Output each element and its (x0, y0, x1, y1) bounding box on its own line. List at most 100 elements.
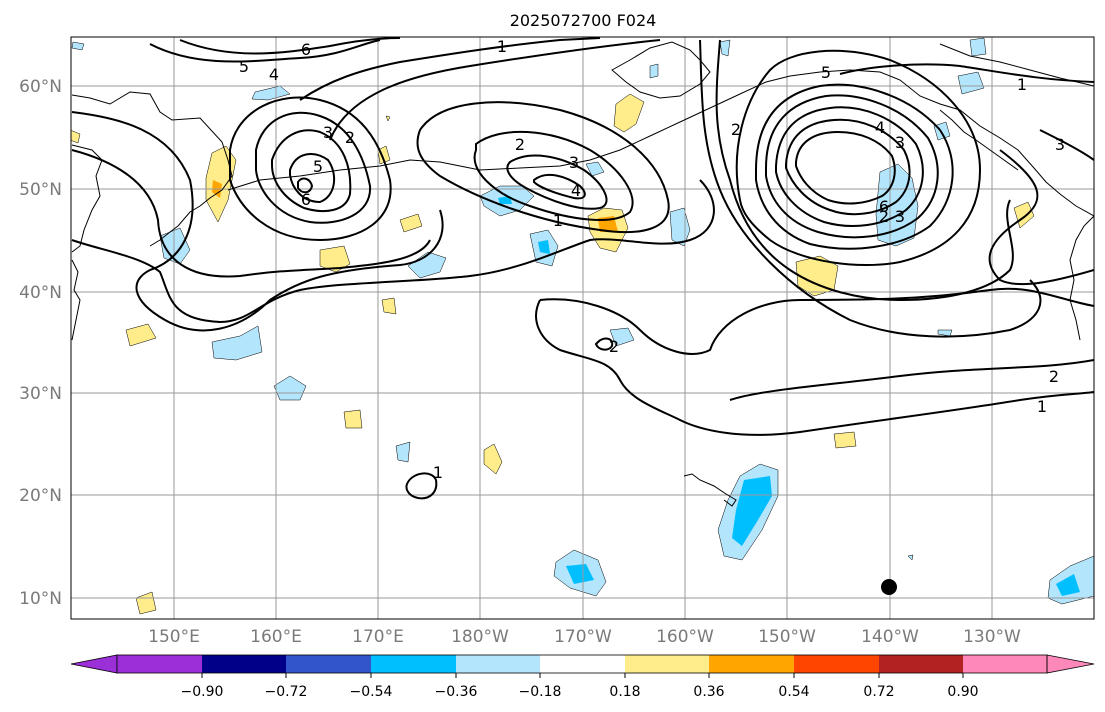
shade-blue (649, 63, 659, 79)
coast-alaska-west (611, 41, 711, 99)
contour-label: 1 (497, 37, 507, 56)
contour-label: 2 (1049, 367, 1059, 386)
contour-label: 4 (269, 65, 279, 84)
shade-blue (395, 441, 411, 463)
shade-blue (71, 41, 85, 51)
contour-label: 6 (879, 197, 889, 216)
lat-label: 60°N (19, 77, 62, 97)
colorbar-segment (709, 655, 794, 673)
colorbar-tick-label: 0.90 (947, 684, 978, 700)
contour (255, 111, 372, 224)
contour (715, 39, 1014, 302)
shade-yellow (71, 130, 81, 144)
colorbar-tick-label: −0.18 (519, 684, 562, 700)
contour (755, 83, 954, 250)
lat-label: 30°N (19, 384, 62, 404)
contour (539, 287, 1094, 355)
contour-label: 4 (571, 181, 581, 200)
anomaly-shading (71, 37, 1094, 615)
colorbar-ticks (201, 673, 964, 678)
shade-blue (407, 251, 447, 279)
contour (839, 63, 1094, 83)
shade-yellow (385, 115, 391, 122)
contour (289, 153, 336, 204)
contour-labels: 6 5 4 1 3 2 5 6 2 3 4 1 2 5 4 3 2 3 3 1 … (239, 37, 1065, 482)
lat-label: 50°N (19, 180, 62, 200)
lon-label: 130°W (963, 627, 1021, 647)
contour (473, 130, 634, 221)
colorbar-tick-label: −0.54 (350, 684, 393, 700)
colorbar-frame (116, 654, 1048, 674)
shade-yellow (613, 93, 645, 133)
shade-blue-core (1056, 574, 1080, 596)
coast-russia-west (71, 144, 103, 253)
shade-blue (719, 39, 731, 57)
gridlines (71, 37, 1094, 619)
contour (149, 39, 381, 63)
contour (71, 179, 715, 324)
contour-label: 3 (569, 153, 579, 172)
contour (297, 177, 314, 194)
contour (299, 37, 601, 101)
shade-blue (609, 327, 635, 347)
colorbar-segment (117, 655, 202, 673)
contour-label: 5 (313, 157, 323, 176)
shade-yellow (343, 409, 363, 429)
contour (533, 173, 586, 200)
coast-kamchatka (71, 91, 233, 227)
colorbar-segment (286, 655, 371, 673)
contour-label: 2 (515, 135, 525, 154)
lon-label: 170°W (554, 627, 612, 647)
latitude-labels: 60°N 50°N 40°N 30°N 20°N 10°N (19, 77, 62, 609)
contour-label: 1 (553, 211, 563, 230)
shade-yellow (833, 431, 857, 449)
shade-yellow (381, 297, 397, 315)
contour-label: 3 (1055, 135, 1065, 154)
contour-label: 1 (433, 463, 443, 482)
coast-kuril-chain (149, 225, 179, 247)
lat-label: 10°N (19, 589, 62, 609)
contour (71, 111, 444, 332)
colorbar-tick-label: 0.54 (778, 684, 809, 700)
shade-blue-core (732, 476, 772, 546)
colorbar-tick-label: 0.36 (693, 684, 724, 700)
contour (405, 472, 438, 500)
contour-label: 3 (895, 133, 905, 152)
shade-yellow (125, 323, 157, 347)
contour-label: 1 (1037, 397, 1047, 416)
colorbar-segment (371, 655, 456, 673)
colorbar-segment (625, 655, 709, 673)
colorbar-segment (963, 655, 1047, 673)
colorbar-tick-label: −0.90 (181, 684, 224, 700)
contour (795, 130, 896, 205)
lon-label: 170°E (352, 627, 404, 647)
contour (416, 101, 670, 234)
contour (594, 337, 614, 351)
contour (229, 96, 392, 242)
contour-label: 5 (821, 63, 831, 82)
contour (329, 39, 661, 141)
shade-blue (585, 161, 605, 177)
contour (179, 37, 401, 55)
map-title: 2025072700 F024 (510, 11, 657, 30)
contour-label: 3 (323, 123, 333, 142)
colorbar-tick-label: −0.72 (265, 684, 308, 700)
contour (765, 94, 939, 239)
contour-lines (71, 37, 1094, 500)
shade-blue (957, 71, 985, 95)
contour-label: 6 (301, 40, 311, 59)
coast-sakhalin (71, 259, 81, 341)
coast-bc (1069, 215, 1094, 341)
contour (775, 106, 924, 227)
colorbar: −0.90 −0.72 −0.54 −0.36 −0.18 0.18 0.36 … (70, 654, 1095, 700)
colorbar-segment (540, 655, 625, 673)
coast-aleutians (227, 71, 821, 191)
shade-blue (969, 37, 987, 57)
contour (506, 154, 608, 210)
lat-label: 40°N (19, 283, 62, 303)
contour (71, 149, 431, 278)
lon-label: 140°W (861, 627, 919, 647)
lon-label: 160°W (656, 627, 714, 647)
shade-blue-core (538, 240, 550, 254)
